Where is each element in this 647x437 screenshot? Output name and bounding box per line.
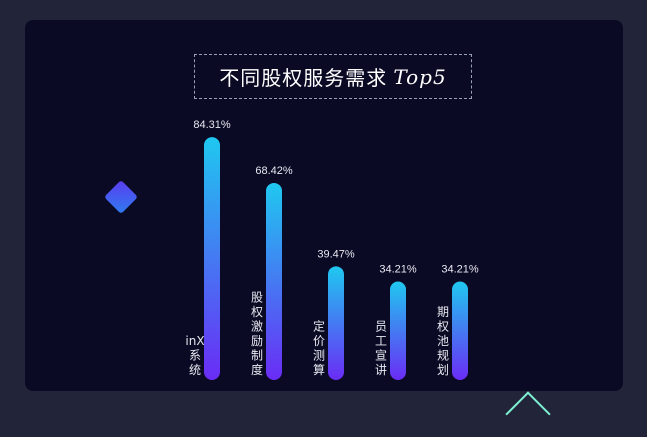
category-label-3: 定价测算 [313, 319, 325, 378]
title-text: 不同股权服务需求 [219, 66, 388, 90]
category-label-2: 股权激励制度 [251, 291, 263, 378]
bar-5 [452, 281, 468, 380]
value-label-4: 34.21% [379, 263, 417, 275]
bar-3 [328, 266, 344, 380]
title-suffix: Top5 [393, 64, 447, 89]
value-label-1: 84.31% [193, 119, 231, 131]
bar-4 [390, 281, 406, 380]
value-label-2: 68.42% [255, 165, 293, 177]
value-label-3: 39.47% [317, 248, 355, 260]
bar-chart: 84.31% inX 系统 68.42% 股权激励制度 39.47% 定价测算 34.21% 员… [185, 119, 479, 380]
category-label-1: inX 系统 [185, 334, 204, 377]
category-label-5: 期权池规划 [437, 305, 449, 377]
bar-1 [204, 137, 220, 380]
value-label-5: 34.21% [441, 263, 479, 275]
category-label-4: 员工宣讲 [375, 320, 387, 378]
bar-2 [266, 182, 282, 380]
chart-title: 不同股权服务需求 Top5 [194, 54, 472, 99]
